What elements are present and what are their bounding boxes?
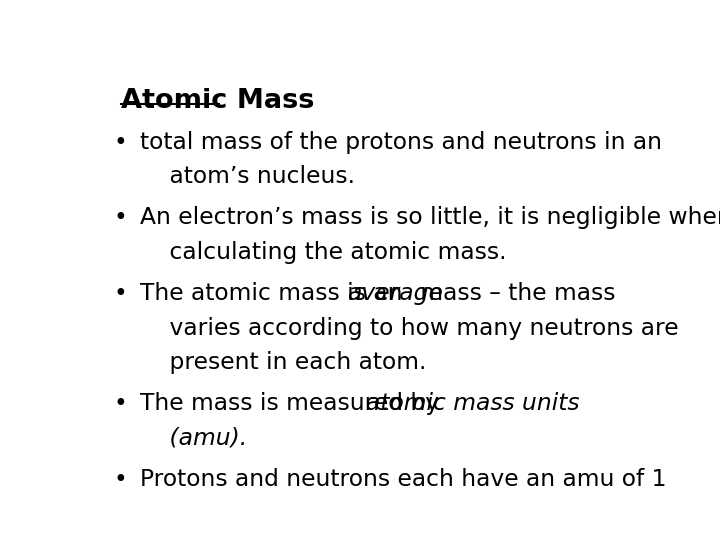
Text: •: • xyxy=(114,468,127,491)
Text: Protons and neutrons each have an amu of 1: Protons and neutrons each have an amu of… xyxy=(140,468,667,491)
Text: varies according to how many neutrons are: varies according to how many neutrons ar… xyxy=(140,316,679,340)
Text: present in each atom.: present in each atom. xyxy=(140,351,426,374)
Text: The atomic mass is an: The atomic mass is an xyxy=(140,282,410,305)
Text: total mass of the protons and neutrons in an: total mass of the protons and neutrons i… xyxy=(140,131,662,154)
Text: atomic mass units: atomic mass units xyxy=(366,393,580,415)
Text: mass – the mass: mass – the mass xyxy=(413,282,616,305)
Text: An electron’s mass is so little, it is negligible when: An electron’s mass is so little, it is n… xyxy=(140,206,720,230)
Text: average: average xyxy=(347,282,443,305)
Text: •: • xyxy=(114,393,127,415)
Text: •: • xyxy=(114,206,127,230)
Text: (amu).: (amu). xyxy=(140,427,248,450)
Text: The mass is measured by: The mass is measured by xyxy=(140,393,446,415)
Text: calculating the atomic mass.: calculating the atomic mass. xyxy=(140,241,507,264)
Text: Atomic Mass: Atomic Mass xyxy=(121,87,314,113)
Text: •: • xyxy=(114,282,127,305)
Text: atom’s nucleus.: atom’s nucleus. xyxy=(140,165,355,188)
Text: •: • xyxy=(114,131,127,154)
